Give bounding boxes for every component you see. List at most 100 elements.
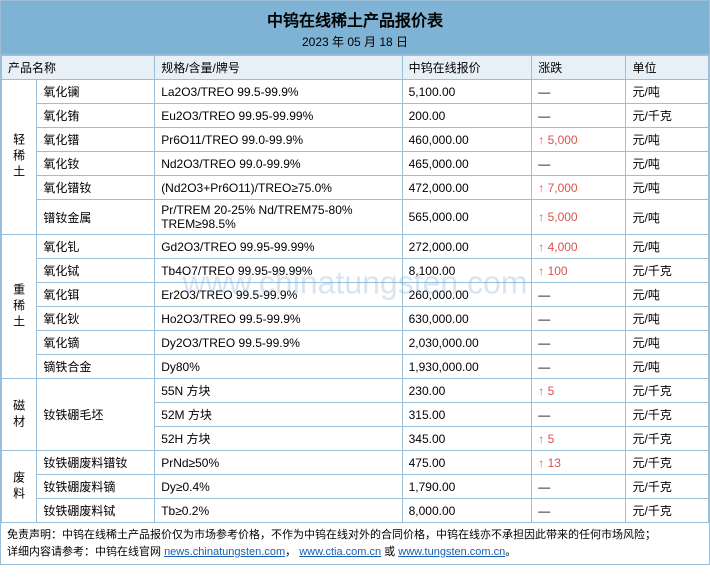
product-spec: Gd2O3/TREO 99.95-99.99% — [155, 235, 402, 259]
table-row: 氧化钬Ho2O3/TREO 99.5-99.9%630,000.00—元/吨 — [2, 307, 709, 331]
col-header-price: 中钨在线报价 — [402, 56, 532, 80]
table-row: 磁材钕铁硼毛坯55N 方块230.00↑ 5元/千克 — [2, 379, 709, 403]
table-row: 重稀土氧化钆Gd2O3/TREO 99.95-99.99%272,000.00↑… — [2, 235, 709, 259]
product-price: 472,000.00 — [402, 176, 532, 200]
product-spec: Dy80% — [155, 355, 402, 379]
price-table-container: 中钨在线稀土产品报价表 2023 年 05 月 18 日 产品名称 规格/含量/… — [0, 0, 710, 565]
price-change: — — [532, 152, 626, 176]
product-name: 氧化钕 — [37, 152, 155, 176]
category-cell: 重稀土 — [2, 235, 37, 379]
product-name: 镝铁合金 — [37, 355, 155, 379]
product-spec: Dy≥0.4% — [155, 475, 402, 499]
product-name: 氧化钬 — [37, 307, 155, 331]
product-name: 氧化铒 — [37, 283, 155, 307]
product-price: 1,930,000.00 — [402, 355, 532, 379]
product-price: 8,100.00 — [402, 259, 532, 283]
table-row: 氧化铽Tb4O7/TREO 99.95-99.99%8,100.00↑ 100元… — [2, 259, 709, 283]
category-cell: 轻稀土 — [2, 80, 37, 235]
product-name: 氧化镝 — [37, 331, 155, 355]
disclaimer: 免责声明：中钨在线稀土产品报价仅为市场参考价格，不作为中钨在线对外的合同价格，中… — [1, 523, 709, 564]
price-change: — — [532, 80, 626, 104]
col-header-unit: 单位 — [626, 56, 709, 80]
price-unit: 元/千克 — [626, 259, 709, 283]
product-price: 565,000.00 — [402, 200, 532, 235]
page-title: 中钨在线稀土产品报价表 — [1, 7, 709, 31]
table-row: 氧化镨钕(Nd2O3+Pr6O11)/TREO≥75.0%472,000.00↑… — [2, 176, 709, 200]
product-spec: PrNd≥50% — [155, 451, 402, 475]
price-unit: 元/吨 — [626, 200, 709, 235]
table-row: 钕铁硼废料铽Tb≥0.2%8,000.00—元/千克 — [2, 499, 709, 523]
price-change: ↑ 5,000 — [532, 200, 626, 235]
product-spec: 52M 方块 — [155, 403, 402, 427]
report-date: 2023 年 05 月 18 日 — [1, 33, 709, 50]
product-price: 630,000.00 — [402, 307, 532, 331]
price-change: ↑ 100 — [532, 259, 626, 283]
product-spec: Pr/TREM 20-25% Nd/TREM75-80% TREM≥98.5% — [155, 200, 402, 235]
table-header: 中钨在线稀土产品报价表 2023 年 05 月 18 日 — [1, 1, 709, 55]
price-unit: 元/吨 — [626, 176, 709, 200]
price-change: ↑ 7,000 — [532, 176, 626, 200]
price-unit: 元/吨 — [626, 355, 709, 379]
price-change: ↑ 5 — [532, 379, 626, 403]
product-name: 镨钕金属 — [37, 200, 155, 235]
product-spec: Nd2O3/TREO 99.0-99.9% — [155, 152, 402, 176]
price-unit: 元/千克 — [626, 427, 709, 451]
product-name: 钕铁硼废料镨钕 — [37, 451, 155, 475]
product-price: 260,000.00 — [402, 283, 532, 307]
product-spec: Tb4O7/TREO 99.95-99.99% — [155, 259, 402, 283]
price-unit: 元/吨 — [626, 331, 709, 355]
price-table: 产品名称 规格/含量/牌号 中钨在线报价 涨跌 单位 轻稀土氧化镧La2O3/T… — [1, 55, 709, 523]
product-spec: Eu2O3/TREO 99.95-99.99% — [155, 104, 402, 128]
disclaimer-text-1: 免责声明：中钨在线稀土产品报价仅为市场参考价格，不作为中钨在线对外的合同价格，中… — [7, 529, 656, 541]
product-spec: Er2O3/TREO 99.5-99.9% — [155, 283, 402, 307]
price-unit: 元/吨 — [626, 80, 709, 104]
price-change: — — [532, 331, 626, 355]
price-unit: 元/千克 — [626, 379, 709, 403]
product-price: 1,790.00 — [402, 475, 532, 499]
table-row: 氧化铕Eu2O3/TREO 99.95-99.99%200.00—元/千克 — [2, 104, 709, 128]
price-change: — — [532, 104, 626, 128]
product-price: 8,000.00 — [402, 499, 532, 523]
table-header-row: 产品名称 规格/含量/牌号 中钨在线报价 涨跌 单位 — [2, 56, 709, 80]
price-change: ↑ 5 — [532, 427, 626, 451]
product-price: 475.00 — [402, 451, 532, 475]
product-name: 氧化镧 — [37, 80, 155, 104]
product-price: 272,000.00 — [402, 235, 532, 259]
table-row: 镝铁合金Dy80%1,930,000.00—元/吨 — [2, 355, 709, 379]
table-row: 氧化铒Er2O3/TREO 99.5-99.9%260,000.00—元/吨 — [2, 283, 709, 307]
col-header-name: 产品名称 — [2, 56, 155, 80]
price-change: ↑ 4,000 — [532, 235, 626, 259]
price-change: — — [532, 403, 626, 427]
price-unit: 元/千克 — [626, 451, 709, 475]
table-row: 轻稀土氧化镧La2O3/TREO 99.5-99.9%5,100.00—元/吨 — [2, 80, 709, 104]
product-name: 氧化铕 — [37, 104, 155, 128]
table-row: 氧化镝Dy2O3/TREO 99.5-99.9%2,030,000.00—元/吨 — [2, 331, 709, 355]
disclaimer-link-3[interactable]: www.tungsten.com.cn — [398, 546, 505, 558]
table-row: 废料钕铁硼废料镨钕PrNd≥50%475.00↑ 13元/千克 — [2, 451, 709, 475]
product-spec: Tb≥0.2% — [155, 499, 402, 523]
product-price: 465,000.00 — [402, 152, 532, 176]
disclaimer-link-1[interactable]: news.chinatungsten.com — [164, 546, 285, 558]
product-spec: Pr6O11/TREO 99.0-99.9% — [155, 128, 402, 152]
product-spec: Dy2O3/TREO 99.5-99.9% — [155, 331, 402, 355]
product-spec: Ho2O3/TREO 99.5-99.9% — [155, 307, 402, 331]
product-name: 钕铁硼毛坯 — [37, 379, 155, 451]
product-spec: 52H 方块 — [155, 427, 402, 451]
table-row: 氧化钕Nd2O3/TREO 99.0-99.9%465,000.00—元/吨 — [2, 152, 709, 176]
product-name: 氧化钆 — [37, 235, 155, 259]
col-header-change: 涨跌 — [532, 56, 626, 80]
product-name: 氧化铽 — [37, 259, 155, 283]
price-change: — — [532, 355, 626, 379]
price-unit: 元/吨 — [626, 307, 709, 331]
product-price: 460,000.00 — [402, 128, 532, 152]
product-price: 5,100.00 — [402, 80, 532, 104]
product-name: 钕铁硼废料镝 — [37, 475, 155, 499]
price-change: — — [532, 499, 626, 523]
category-cell: 废料 — [2, 451, 37, 523]
price-unit: 元/千克 — [626, 403, 709, 427]
product-price: 200.00 — [402, 104, 532, 128]
price-change: — — [532, 475, 626, 499]
disclaimer-text-2: 详细内容请参考：中钨在线官网 — [7, 546, 164, 558]
disclaimer-link-2[interactable]: www.ctia.com.cn — [299, 546, 381, 558]
price-change: ↑ 13 — [532, 451, 626, 475]
